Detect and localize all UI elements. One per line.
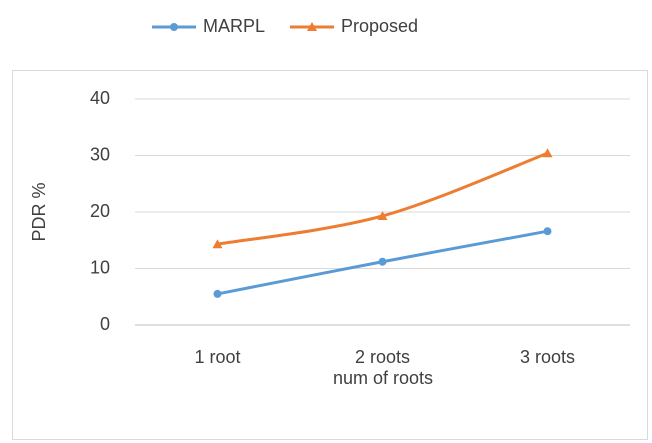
- marker: [213, 289, 222, 298]
- legend-label: Proposed: [341, 16, 418, 36]
- y-axis-label: PDR %: [29, 182, 49, 241]
- marker: [377, 210, 388, 220]
- marker: [170, 23, 178, 31]
- y-tick-label: 20: [90, 201, 110, 221]
- x-tick-label: 3 roots: [520, 347, 575, 367]
- x-axis-label: num of roots: [333, 368, 433, 388]
- marker: [378, 257, 387, 266]
- marker: [212, 239, 223, 249]
- y-tick-label: 0: [100, 314, 110, 334]
- y-tick-label: 10: [90, 257, 110, 277]
- marker: [307, 22, 317, 31]
- chart-frame: [12, 70, 648, 440]
- x-tick-label: 1 root: [194, 347, 240, 367]
- x-tick-label: 2 roots: [355, 347, 410, 367]
- y-tick-label: 30: [90, 144, 110, 164]
- marker: [542, 148, 553, 158]
- legend-label: MARPL: [203, 16, 265, 36]
- y-tick-label: 40: [90, 88, 110, 108]
- marker: [543, 227, 552, 236]
